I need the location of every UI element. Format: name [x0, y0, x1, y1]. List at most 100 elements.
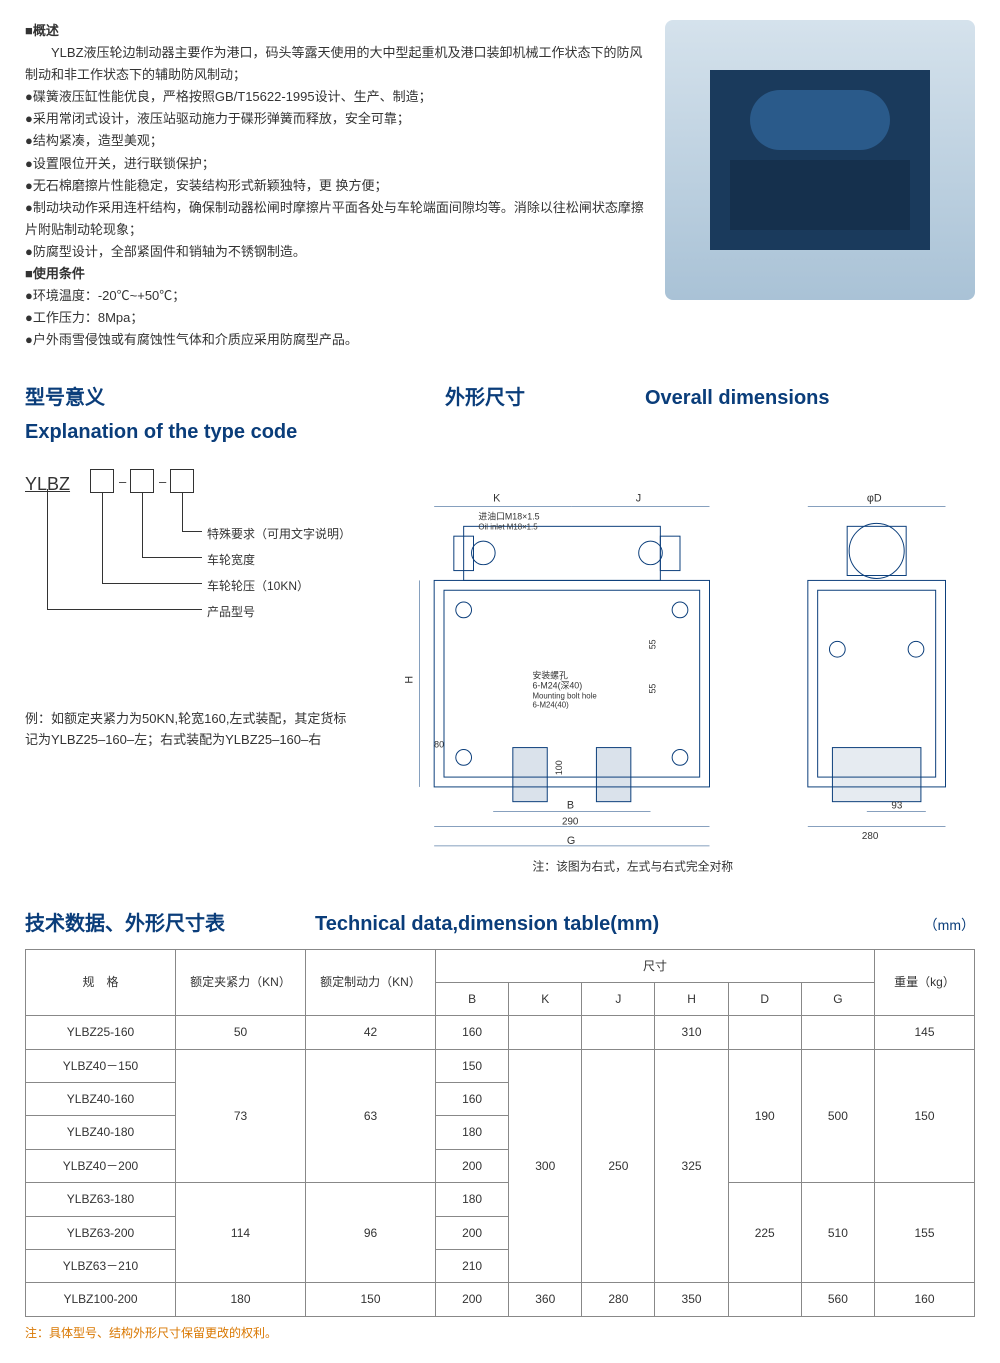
- table-title-en: Technical data,dimension table(mm): [315, 907, 659, 941]
- dim-55b: 55: [647, 684, 657, 694]
- cell: 150: [875, 1049, 975, 1183]
- product-image: [665, 20, 975, 300]
- cell: 180: [436, 1183, 509, 1216]
- line-v2: [142, 493, 143, 557]
- titles-row: 型号意义 Explanation of the type code 外形尺寸 O…: [25, 381, 975, 449]
- cell: [728, 1016, 801, 1049]
- cell: 190: [728, 1049, 801, 1183]
- type-code-title-block: 型号意义 Explanation of the type code: [25, 381, 385, 449]
- dim-K: K: [493, 493, 501, 505]
- bullet-2: ●结构紧凑，造型美观；: [25, 130, 645, 152]
- cell: 200: [436, 1216, 509, 1249]
- cell: 160: [875, 1283, 975, 1316]
- cell: 560: [801, 1283, 874, 1316]
- cell: YLBZ63-180: [26, 1183, 176, 1216]
- th-J: J: [582, 982, 655, 1015]
- product-visual: [710, 70, 930, 250]
- cell: [801, 1016, 874, 1049]
- type-code-left: YLBZ – – 特殊要求（可用文字说明） 车轮宽度 车轮轮压（10KN） 产品…: [25, 449, 355, 886]
- cell: YLBZ63-200: [26, 1216, 176, 1249]
- cond-1: ●工作压力：8Mpa；: [25, 307, 645, 329]
- table-footnote: 注：具体型号、结构外形尺寸保留更改的权利。: [25, 1323, 975, 1343]
- cell: 73: [176, 1049, 306, 1183]
- dim-H: H: [404, 676, 416, 684]
- cell: 180: [176, 1283, 306, 1316]
- technical-drawing: K J 进油口M18×1.5 Oil inlet M18×1.5 安装螺孔 6-…: [385, 449, 975, 879]
- bullet-5: ●制动块动作采用连杆结构，确保制动器松闸时摩擦片平面各处与车轮端面间隙均等。消除…: [25, 197, 645, 241]
- cell: YLBZ63－210: [26, 1250, 176, 1283]
- overview-heading: ■概述: [25, 20, 645, 42]
- cell: 160: [436, 1016, 509, 1049]
- code-label-3: 产品型号: [207, 602, 255, 622]
- line-h3: [102, 583, 202, 584]
- bullet-0: ●碟簧液压缸性能优良，严格按照GB/T15622-1995设计、生产、制造；: [25, 86, 645, 108]
- type-code-title-cn: 型号意义: [25, 381, 385, 415]
- line-v4: [47, 489, 48, 609]
- table-title-cn: 技术数据、外形尺寸表: [25, 907, 225, 941]
- th-brake: 额定制动力（KN）: [306, 949, 436, 1016]
- cell: 510: [801, 1183, 874, 1283]
- type-code-title-en: Explanation of the type code: [25, 415, 385, 449]
- cell: 200: [436, 1283, 509, 1316]
- data-table: 规 格 额定夹紧力（KN） 额定制动力（KN） 尺寸 重量（kg） B K J …: [25, 949, 975, 1317]
- code-box-3: [170, 469, 194, 493]
- cell: 180: [436, 1116, 509, 1149]
- code-label-1: 车轮宽度: [207, 550, 255, 570]
- example-text: 例：如额定夹紧力为50KN,轮宽160,左式装配，其定货标记为YLBZ25–16…: [25, 709, 355, 751]
- th-B: B: [436, 982, 509, 1015]
- table-header: 技术数据、外形尺寸表 Technical data,dimension tabl…: [25, 907, 975, 941]
- bolt-en2: 6-M24(40): [533, 701, 570, 710]
- line-v3: [102, 493, 103, 583]
- drawing-note: 注：该图为右式，左式与右式完全对称: [533, 860, 734, 874]
- code-box-1: [90, 469, 114, 493]
- dash-1: –: [119, 471, 126, 493]
- code-label-2: 车轮轮压（10KN）: [207, 576, 309, 596]
- description-text: ■概述 YLBZ液压轮边制动器主要作为港口，码头等露天使用的大中型起重机及港口装…: [25, 20, 645, 351]
- cell: YLBZ25-160: [26, 1016, 176, 1049]
- type-code-section: YLBZ – – 特殊要求（可用文字说明） 车轮宽度 车轮轮压（10KN） 产品…: [25, 449, 975, 886]
- cell: YLBZ40－150: [26, 1049, 176, 1082]
- table-row: YLBZ100-200 180 150 200 360 280 350 560 …: [26, 1283, 975, 1316]
- cell: 200: [436, 1149, 509, 1182]
- code-box-2: [130, 469, 154, 493]
- table-row: YLBZ63-180 114 96 180 225 510 155: [26, 1183, 975, 1216]
- cell: 500: [801, 1049, 874, 1183]
- th-G: G: [801, 982, 874, 1015]
- line-h4: [47, 609, 202, 610]
- cell: 50: [176, 1016, 306, 1049]
- line-h1: [182, 531, 202, 532]
- dim-290: 290: [562, 817, 579, 828]
- cond-2: ●户外雨雪侵蚀或有腐蚀性气体和介质应采用防腐型产品。: [25, 329, 645, 351]
- th-spec: 规 格: [26, 949, 176, 1016]
- cell: 42: [306, 1016, 436, 1049]
- cell: 250: [582, 1049, 655, 1283]
- cell: 210: [436, 1250, 509, 1283]
- dim-J: J: [636, 493, 641, 505]
- dim-B: B: [567, 800, 574, 812]
- dim-D: φD: [867, 493, 882, 505]
- dash-2: –: [159, 471, 166, 493]
- cell: 114: [176, 1183, 306, 1283]
- cell: 63: [306, 1049, 436, 1183]
- cell: 360: [509, 1283, 582, 1316]
- unit-label: （mm）: [924, 914, 975, 938]
- top-section: ■概述 YLBZ液压轮边制动器主要作为港口，码头等露天使用的大中型起重机及港口装…: [25, 20, 975, 351]
- bullet-3: ●设置限位开关，进行联锁保护；: [25, 153, 645, 175]
- diagrams-area: K J 进油口M18×1.5 Oil inlet M18×1.5 安装螺孔 6-…: [385, 449, 975, 886]
- cell: YLBZ40-160: [26, 1083, 176, 1116]
- th-dims: 尺寸: [436, 949, 875, 982]
- dim-100: 100: [554, 761, 564, 776]
- dims-title-en: Overall dimensions: [645, 381, 830, 449]
- cell: 325: [655, 1049, 728, 1283]
- type-code-diagram: YLBZ – – 特殊要求（可用文字说明） 车轮宽度 车轮轮压（10KN） 产品…: [25, 469, 355, 649]
- cell: 150: [436, 1049, 509, 1082]
- bolt-cn: 安装螺孔: [533, 670, 569, 681]
- th-K: K: [509, 982, 582, 1015]
- cell: [509, 1016, 582, 1049]
- th-H: H: [655, 982, 728, 1015]
- line-v1: [182, 493, 183, 531]
- cell: 300: [509, 1049, 582, 1283]
- dim-80: 80: [434, 740, 444, 750]
- oil-inlet-cn: 进油口M18×1.5: [478, 511, 539, 522]
- cell: 310: [655, 1016, 728, 1049]
